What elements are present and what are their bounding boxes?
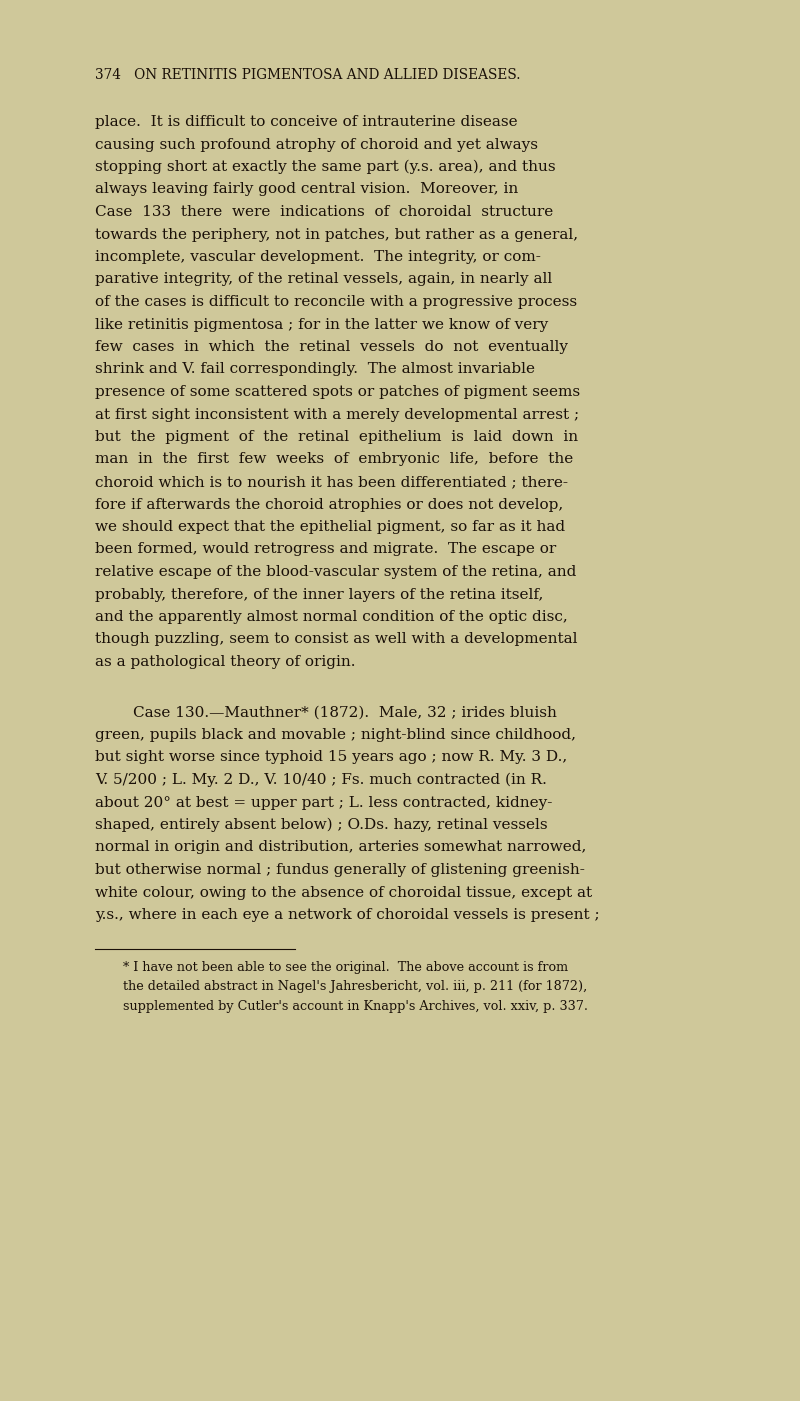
Text: 374   ON RETINITIS PIGMENTOSA AND ALLIED DISEASES.: 374 ON RETINITIS PIGMENTOSA AND ALLIED D… bbox=[95, 69, 521, 83]
Text: about 20° at best = upper part ; L. less contracted, kidney-: about 20° at best = upper part ; L. less… bbox=[95, 796, 552, 810]
Text: we should expect that the epithelial pigment, so far as it had: we should expect that the epithelial pig… bbox=[95, 520, 565, 534]
Text: Case 130.—Mauthner* (1872).  Male, 32 ; irides bluish: Case 130.—Mauthner* (1872). Male, 32 ; i… bbox=[133, 706, 557, 720]
Text: normal in origin and distribution, arteries somewhat narrowed,: normal in origin and distribution, arter… bbox=[95, 841, 586, 855]
Text: but sight worse since typhoid 15 years ago ; now R. My. 3 D.,: but sight worse since typhoid 15 years a… bbox=[95, 751, 567, 765]
Text: Case  133  there  were  indications  of  choroidal  structure: Case 133 there were indications of choro… bbox=[95, 205, 554, 219]
Text: shaped, entirely absent below) ; O.Ds. hazy, retinal vessels: shaped, entirely absent below) ; O.Ds. h… bbox=[95, 818, 548, 832]
Text: white colour, owing to the absence of choroidal tissue, except at: white colour, owing to the absence of ch… bbox=[95, 885, 592, 899]
Text: man  in  the  first  few  weeks  of  embryonic  life,  before  the: man in the first few weeks of embryonic … bbox=[95, 453, 574, 467]
Text: shrink and V. fail correspondingly.  The almost invariable: shrink and V. fail correspondingly. The … bbox=[95, 363, 535, 377]
Text: of the cases is difficult to reconcile with a progressive process: of the cases is difficult to reconcile w… bbox=[95, 296, 577, 310]
Text: causing such profound atrophy of choroid and yet always: causing such profound atrophy of choroid… bbox=[95, 137, 538, 151]
Text: like retinitis pigmentosa ; for in the latter we know of very: like retinitis pigmentosa ; for in the l… bbox=[95, 318, 548, 332]
Text: place.  It is difficult to conceive of intrauterine disease: place. It is difficult to conceive of in… bbox=[95, 115, 518, 129]
Text: but  the  pigment  of  the  retinal  epithelium  is  laid  down  in: but the pigment of the retinal epitheliu… bbox=[95, 430, 578, 444]
Text: few  cases  in  which  the  retinal  vessels  do  not  eventually: few cases in which the retinal vessels d… bbox=[95, 340, 568, 354]
Text: incomplete, vascular development.  The integrity, or com-: incomplete, vascular development. The in… bbox=[95, 249, 541, 263]
Text: stopping short at exactly the same part (y.s. area), and thus: stopping short at exactly the same part … bbox=[95, 160, 556, 174]
Text: towards the periphery, not in patches, but rather as a general,: towards the periphery, not in patches, b… bbox=[95, 227, 578, 241]
Text: as a pathological theory of origin.: as a pathological theory of origin. bbox=[95, 656, 355, 670]
Text: always leaving fairly good central vision.  Moreover, in: always leaving fairly good central visio… bbox=[95, 182, 518, 196]
Text: presence of some scattered spots or patches of pigment seems: presence of some scattered spots or patc… bbox=[95, 385, 580, 399]
Text: though puzzling, seem to consist as well with a developmental: though puzzling, seem to consist as well… bbox=[95, 632, 578, 646]
Text: green, pupils black and movable ; night-blind since childhood,: green, pupils black and movable ; night-… bbox=[95, 729, 576, 743]
Text: y.s., where in each eye a network of choroidal vessels is present ;: y.s., where in each eye a network of cho… bbox=[95, 908, 600, 922]
Text: relative escape of the blood-vascular system of the retina, and: relative escape of the blood-vascular sy… bbox=[95, 565, 576, 579]
Text: been formed, would retrogress and migrate.  The escape or: been formed, would retrogress and migrat… bbox=[95, 542, 556, 556]
Text: fore if afterwards the choroid atrophies or does not develop,: fore if afterwards the choroid atrophies… bbox=[95, 497, 563, 511]
Text: * I have not been able to see the original.  The above account is from: * I have not been able to see the origin… bbox=[123, 961, 568, 974]
Text: choroid which is to nourish it has been differentiated ; there-: choroid which is to nourish it has been … bbox=[95, 475, 568, 489]
Text: and the apparently almost normal condition of the optic disc,: and the apparently almost normal conditi… bbox=[95, 609, 568, 623]
Text: probably, therefore, of the inner layers of the retina itself,: probably, therefore, of the inner layers… bbox=[95, 587, 543, 601]
Text: parative integrity, of the retinal vessels, again, in nearly all: parative integrity, of the retinal vesse… bbox=[95, 273, 552, 286]
Text: supplemented by Cutler's account in Knapp's Archives, vol. xxiv, p. 337.: supplemented by Cutler's account in Knap… bbox=[123, 1000, 588, 1013]
Text: V. 5/200 ; L. My. 2 D., V. 10/40 ; Fs. much contracted (in R.: V. 5/200 ; L. My. 2 D., V. 10/40 ; Fs. m… bbox=[95, 773, 547, 787]
Text: at first sight inconsistent with a merely developmental arrest ;: at first sight inconsistent with a merel… bbox=[95, 408, 579, 422]
Text: the detailed abstract in Nagel's Jahresbericht, vol. iii, p. 211 (for 1872),: the detailed abstract in Nagel's Jahresb… bbox=[123, 981, 587, 993]
Text: but otherwise normal ; fundus generally of glistening greenish-: but otherwise normal ; fundus generally … bbox=[95, 863, 585, 877]
